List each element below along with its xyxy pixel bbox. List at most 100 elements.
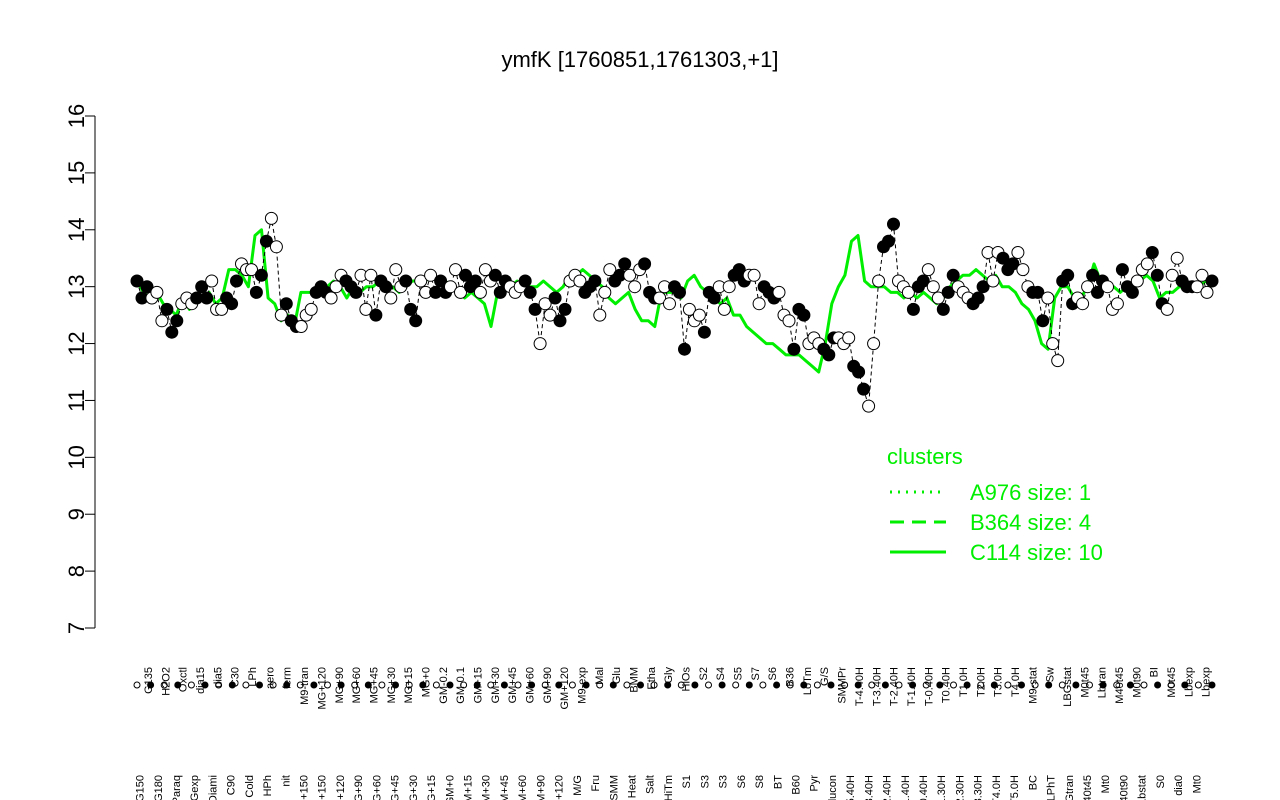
data-point [986, 274, 1000, 288]
data-point [673, 285, 686, 299]
x-tick-label: Lbstat [1137, 775, 1149, 800]
y-tick-label: 7 [64, 622, 89, 634]
data-point [976, 280, 990, 294]
data-point [170, 314, 184, 328]
data-point [1031, 285, 1045, 299]
data-point [996, 251, 1010, 265]
data-point [638, 257, 652, 271]
data-point [1051, 354, 1065, 368]
rug-mark [187, 681, 195, 689]
data-point [822, 348, 836, 362]
x-tick-label: S6 [767, 667, 779, 680]
x-tick-label: B60 [791, 775, 803, 795]
x-tick-label: T0.40H [918, 775, 930, 800]
data-point [1086, 268, 1100, 282]
rug-mark [460, 681, 468, 689]
x-tick-label: G180 [153, 775, 165, 800]
rug-mark [1126, 681, 1134, 689]
data-point [1016, 263, 1030, 277]
data-point [150, 285, 164, 299]
x-tick-label: Lbexp [1201, 667, 1213, 697]
data-point [862, 399, 876, 413]
data-point [722, 280, 736, 294]
rug-mark [215, 681, 223, 689]
data-point [518, 274, 532, 288]
rug-mark [895, 681, 903, 689]
rug-mark [1140, 681, 1148, 689]
rug-mark [500, 681, 508, 689]
x-tick-label: S6 [736, 775, 748, 788]
x-tick-label: Pyr [809, 775, 821, 792]
data-point [573, 274, 587, 288]
data-point [454, 285, 467, 299]
legend: clusters A976 size: 1 B364 size: 4 C114 si… [887, 444, 1103, 565]
x-tick-label: GM+15 [473, 667, 485, 703]
rug-mark [160, 681, 168, 689]
data-point [449, 263, 462, 277]
x-tick-label: M40t45 [1082, 775, 1094, 800]
data-point [160, 302, 174, 316]
data-point [1140, 257, 1154, 271]
data-point [697, 325, 711, 339]
rug-mark [324, 681, 331, 689]
data-point [782, 314, 796, 328]
x-tick-label: H2O2 [160, 667, 172, 696]
data-point [747, 268, 761, 282]
rug-mark [1086, 681, 1093, 689]
data-point [1091, 285, 1104, 299]
x-tick-label: T1.30H [936, 775, 948, 800]
data-point [414, 274, 428, 288]
x-tick-label: MG+15 [403, 667, 415, 703]
data-point [215, 302, 229, 316]
data-point [264, 211, 278, 225]
data-point [971, 291, 985, 305]
x-tick-label: BI [1149, 667, 1161, 677]
data-point [1125, 285, 1139, 299]
data-point [379, 280, 393, 294]
x-tick-label: GM+45 [507, 667, 519, 703]
x-tick-label: M40t45 [1114, 667, 1126, 704]
data-point [165, 325, 179, 339]
x-tick-label: MG+30 [386, 667, 398, 703]
data-point [245, 263, 258, 277]
data-point [304, 302, 318, 316]
rug-mark [256, 681, 263, 689]
x-tick-label: S4 [715, 667, 727, 680]
rug-mark [868, 681, 876, 689]
x-tick-label: M0t45 [1166, 667, 1178, 698]
legend-entry: A976 size: 1 [970, 480, 1091, 505]
rug-mark [623, 681, 631, 689]
x-tick-label: BMM [629, 667, 641, 693]
x-tick-label: T2.0H [975, 667, 987, 697]
x-tick-label: MG+90 [353, 775, 365, 800]
x-tick-label: BT [772, 775, 784, 789]
x-tick-label: G/S [819, 667, 831, 686]
data-point [364, 268, 378, 282]
x-tick-label: GM+90 [542, 667, 554, 703]
x-tick-label: aero [264, 667, 276, 689]
data-point [1150, 268, 1164, 282]
x-tick-label: S7 [750, 667, 762, 680]
data-point [1041, 291, 1055, 305]
rug-mark [745, 681, 753, 689]
x-tick-label: M9-stat [1027, 667, 1039, 704]
rug-mark [296, 681, 304, 689]
data-point [772, 285, 786, 299]
x-tick-label: C90 [226, 775, 238, 795]
rug-mark [419, 681, 427, 689]
data-point [946, 268, 960, 282]
rug-mark [732, 681, 740, 689]
rug-mark [759, 681, 767, 689]
x-tick-label: Lbexp [1183, 667, 1195, 697]
rug-mark [637, 681, 644, 689]
data-point [678, 342, 691, 356]
x-tick-label: dia5 [212, 667, 224, 688]
data-point [936, 302, 950, 316]
rug-mark [841, 681, 849, 689]
data-point [1110, 297, 1124, 311]
data-point [588, 274, 602, 288]
data-point [867, 337, 881, 351]
rug-mark [269, 681, 277, 689]
x-tick-label: LBGexp [189, 775, 201, 800]
rug-mark [582, 681, 590, 689]
